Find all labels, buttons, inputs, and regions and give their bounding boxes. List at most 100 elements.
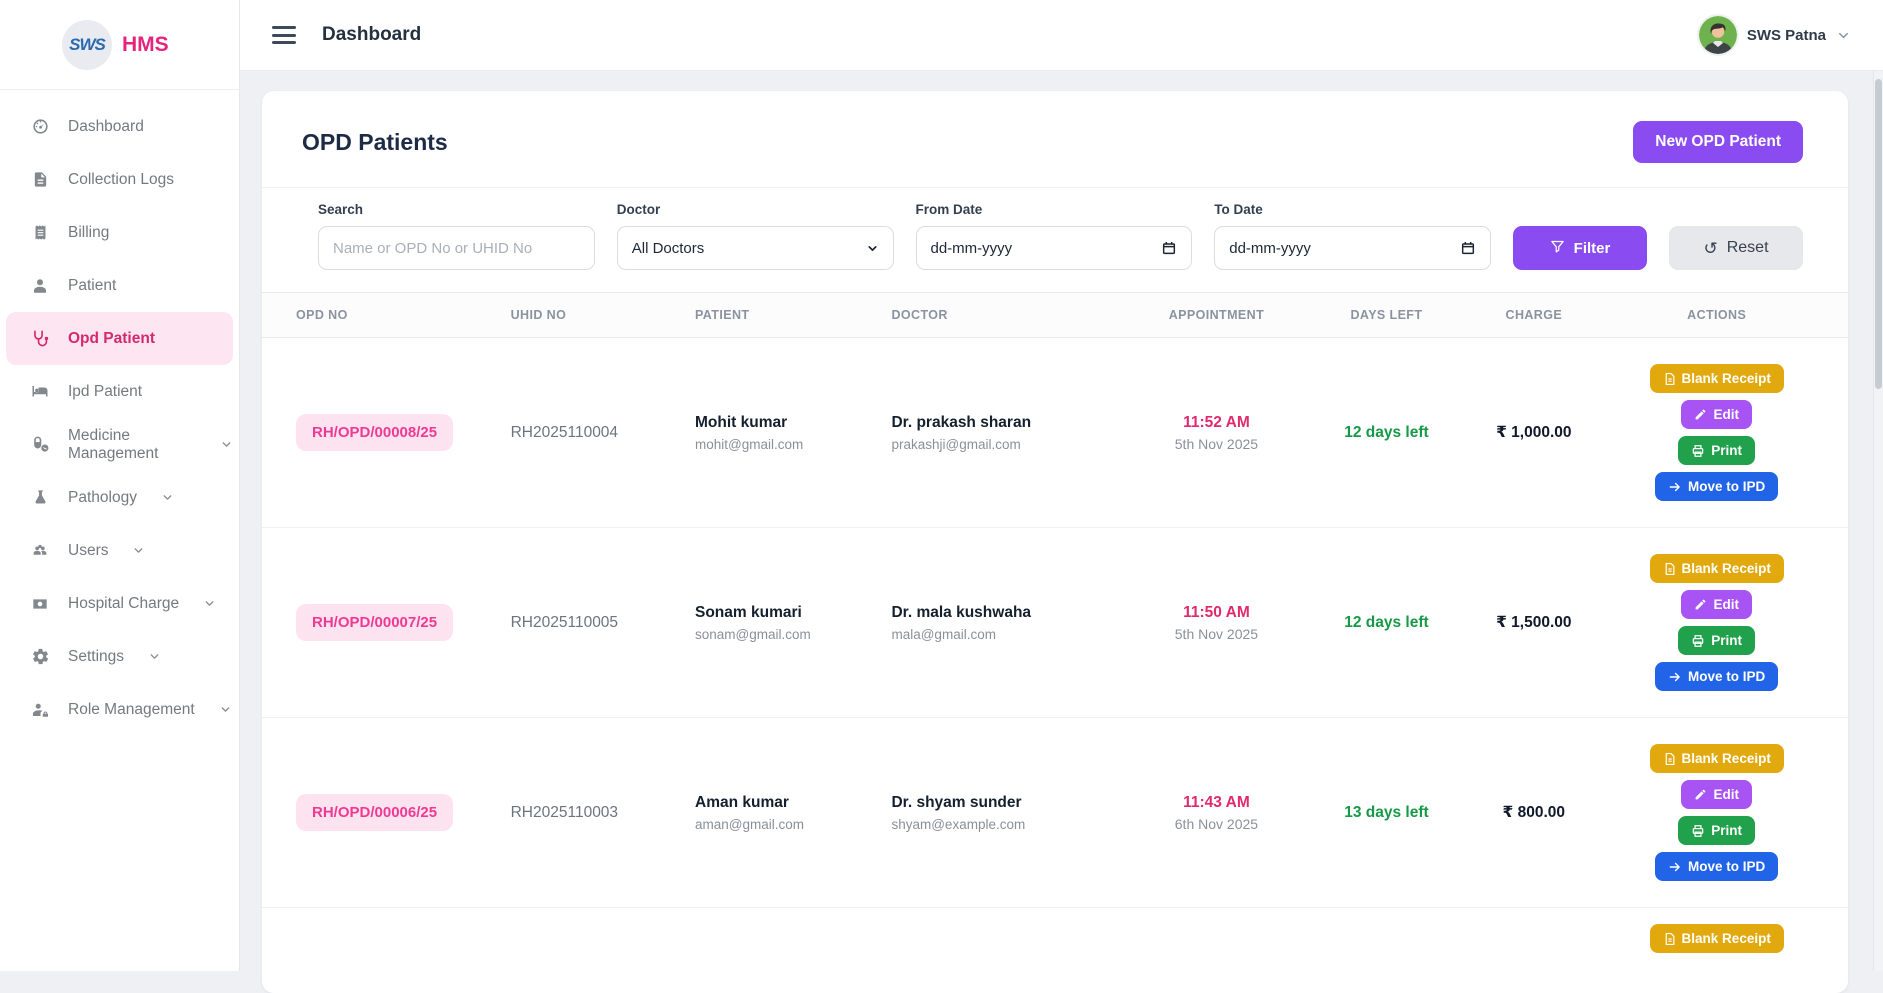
edit-button[interactable]: Edit bbox=[1681, 590, 1752, 619]
chevron-down-icon bbox=[219, 703, 232, 716]
blank-receipt-button[interactable]: Blank Receipt bbox=[1650, 924, 1784, 953]
gauge-icon bbox=[30, 117, 50, 137]
sidebar-item-role-management[interactable]: Role Management bbox=[6, 683, 233, 736]
doctor-field-group: Doctor All Doctors bbox=[617, 202, 894, 270]
sidebar-item-label: Dashboard bbox=[68, 118, 144, 136]
to-date-label: To Date bbox=[1214, 202, 1491, 217]
search-input[interactable] bbox=[318, 226, 595, 270]
blank-receipt-button[interactable]: Blank Receipt bbox=[1650, 554, 1784, 583]
blank-receipt-button[interactable]: Blank Receipt bbox=[1650, 364, 1784, 393]
appointment-date: 5th Nov 2025 bbox=[1118, 436, 1314, 452]
sidebar-item-patient[interactable]: Patient bbox=[6, 259, 233, 312]
move-to-ipd-label: Move to IPD bbox=[1688, 479, 1765, 494]
receipt-icon bbox=[30, 223, 50, 243]
sidebar-item-label: Hospital Charge bbox=[68, 595, 179, 613]
days-left: 13 days left bbox=[1315, 804, 1459, 822]
chevron-down-icon bbox=[203, 597, 216, 610]
user-menu[interactable]: SWS Patna bbox=[1699, 16, 1851, 54]
stethoscope-icon bbox=[30, 329, 50, 349]
edit-button[interactable]: Edit bbox=[1681, 400, 1752, 429]
sidebar-item-medicine-management[interactable]: Medicine Management bbox=[6, 418, 233, 471]
sidebar-item-billing[interactable]: Billing bbox=[6, 206, 233, 259]
filter-button[interactable]: Filter bbox=[1513, 226, 1647, 270]
appointment-time: 11:52 AM bbox=[1118, 414, 1314, 432]
doctor-email: mala@gmail.com bbox=[891, 627, 1118, 642]
sidebar-item-label: Settings bbox=[68, 648, 124, 666]
chevron-down-icon bbox=[148, 650, 161, 663]
sidebar-item-users[interactable]: Users bbox=[6, 524, 233, 577]
table-row-partial: Blank Receipt bbox=[262, 908, 1848, 953]
from-date-input[interactable]: dd-mm-yyyy bbox=[916, 226, 1193, 270]
sidebar-item-label: Ipd Patient bbox=[68, 383, 142, 401]
col-uhid-no: UHID NO bbox=[511, 308, 695, 322]
opd-no-badge: RH/OPD/00008/25 bbox=[296, 414, 453, 451]
chevron-down-icon bbox=[866, 242, 879, 255]
doctor-select-value: All Doctors bbox=[632, 240, 705, 257]
calendar-icon[interactable] bbox=[1460, 240, 1476, 256]
sidebar-item-settings[interactable]: Settings bbox=[6, 630, 233, 683]
opd-no-badge: RH/OPD/00006/25 bbox=[296, 794, 453, 831]
print-button[interactable]: Print bbox=[1678, 626, 1755, 655]
move-to-ipd-button[interactable]: Move to IPD bbox=[1655, 852, 1778, 881]
vertical-scrollbar[interactable] bbox=[1873, 71, 1883, 971]
col-doctor: DOCTOR bbox=[891, 308, 1118, 322]
charge-amount: ₹ 1,500.00 bbox=[1458, 613, 1609, 632]
scrollbar-thumb[interactable] bbox=[1875, 79, 1882, 389]
top-header: Dashboard SWS Patna bbox=[240, 0, 1883, 71]
sidebar-item-collection-logs[interactable]: Collection Logs bbox=[6, 153, 233, 206]
blank-receipt-label: Blank Receipt bbox=[1682, 931, 1771, 946]
edit-button[interactable]: Edit bbox=[1681, 780, 1752, 809]
print-label: Print bbox=[1711, 443, 1742, 458]
col-charge: CHARGE bbox=[1458, 308, 1609, 322]
to-date-input[interactable]: dd-mm-yyyy bbox=[1214, 226, 1491, 270]
sidebar: SWS HMS Dashboard Collection Logs Billin… bbox=[0, 0, 240, 971]
calendar-icon[interactable] bbox=[1161, 240, 1177, 256]
from-date-label: From Date bbox=[916, 202, 1193, 217]
chevron-down-icon bbox=[220, 438, 233, 451]
sidebar-item-dashboard[interactable]: Dashboard bbox=[6, 100, 233, 153]
new-opd-patient-button[interactable]: New OPD Patient bbox=[1633, 121, 1803, 163]
gear-icon bbox=[30, 647, 50, 667]
days-left: 12 days left bbox=[1315, 614, 1459, 632]
doctor-name: Dr. mala kushwaha bbox=[891, 604, 1118, 622]
patient-email: aman@gmail.com bbox=[695, 817, 891, 832]
pencil-icon bbox=[1694, 408, 1707, 421]
appointment-date: 6th Nov 2025 bbox=[1118, 816, 1314, 832]
print-button[interactable]: Print bbox=[1678, 436, 1755, 465]
blank-receipt-label: Blank Receipt bbox=[1682, 561, 1771, 576]
uhid-no: RH2025110005 bbox=[511, 614, 695, 632]
sidebar-item-hospital-charge[interactable]: Hospital Charge bbox=[6, 577, 233, 630]
patient-name: Mohit kumar bbox=[695, 414, 891, 432]
charge-amount: ₹ 1,000.00 bbox=[1458, 423, 1609, 442]
menu-toggle-button[interactable] bbox=[272, 26, 296, 44]
col-appointment: APPOINTMENT bbox=[1118, 308, 1314, 322]
bed-icon bbox=[30, 382, 50, 402]
arrow-right-icon bbox=[1668, 860, 1682, 874]
edit-label: Edit bbox=[1713, 597, 1739, 612]
blank-receipt-button[interactable]: Blank Receipt bbox=[1650, 744, 1784, 773]
print-label: Print bbox=[1711, 633, 1742, 648]
uhid-no: RH2025110003 bbox=[511, 804, 695, 822]
doctor-select[interactable]: All Doctors bbox=[617, 226, 894, 270]
move-to-ipd-button[interactable]: Move to IPD bbox=[1655, 662, 1778, 691]
page-header-title: Dashboard bbox=[322, 24, 421, 46]
col-patient: PATIENT bbox=[695, 308, 891, 322]
reset-button-label: Reset bbox=[1727, 239, 1769, 257]
sidebar-item-pathology[interactable]: Pathology bbox=[6, 471, 233, 524]
col-actions: ACTIONS bbox=[1609, 308, 1824, 322]
print-button[interactable]: Print bbox=[1678, 816, 1755, 845]
reset-icon: ↺ bbox=[1703, 240, 1717, 257]
sidebar-item-label: Users bbox=[68, 542, 108, 560]
doctor-email: shyam@example.com bbox=[891, 817, 1118, 832]
brand-logo[interactable]: SWS HMS bbox=[0, 0, 239, 90]
blank-receipt-label: Blank Receipt bbox=[1682, 751, 1771, 766]
doctor-name: Dr. shyam sunder bbox=[891, 794, 1118, 812]
sidebar-item-opd-patient[interactable]: Opd Patient bbox=[6, 312, 233, 365]
doctor-name: Dr. prakash sharan bbox=[891, 414, 1118, 432]
move-to-ipd-button[interactable]: Move to IPD bbox=[1655, 472, 1778, 501]
reset-button[interactable]: ↺ Reset bbox=[1669, 226, 1803, 270]
move-to-ipd-label: Move to IPD bbox=[1688, 859, 1765, 874]
edit-label: Edit bbox=[1713, 787, 1739, 802]
sidebar-item-label: Collection Logs bbox=[68, 171, 174, 189]
sidebar-item-ipd-patient[interactable]: Ipd Patient bbox=[6, 365, 233, 418]
